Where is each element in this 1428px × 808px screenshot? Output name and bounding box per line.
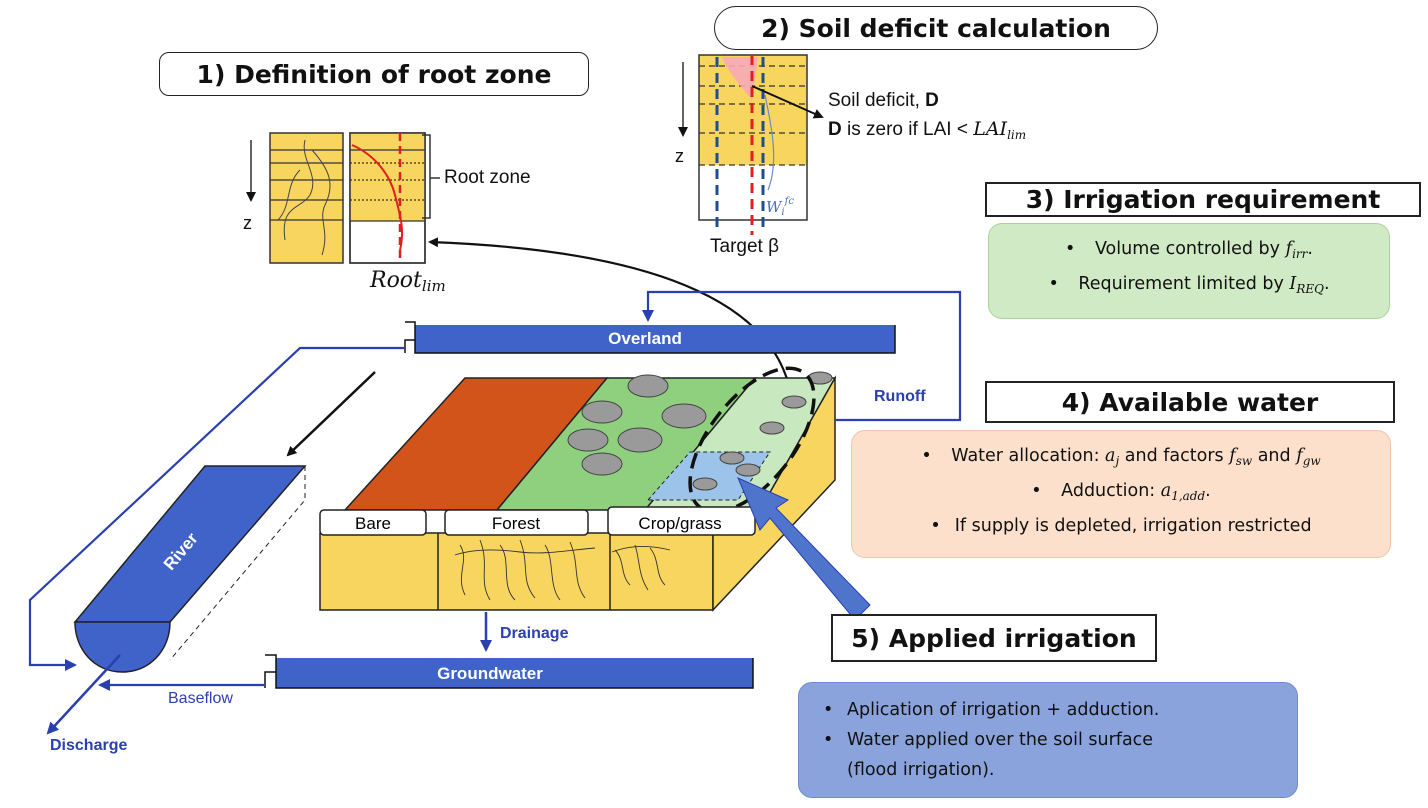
water-allocation-item: Water allocation: aj and factors fsw and… <box>870 441 1372 476</box>
deficit-pointer <box>751 85 824 119</box>
wfc-label: Wifc <box>766 196 794 218</box>
river-channel: River <box>73 465 307 673</box>
baseflow-label: Baseflow <box>168 690 233 707</box>
crop-grass-label: Crop/grass <box>638 514 721 533</box>
overland-label: Overland <box>608 329 682 348</box>
available-water-box: Water allocation: aj and factors fsw and… <box>851 430 1391 558</box>
deficit-zero-symbol: D <box>828 119 842 140</box>
soil-deficit-prefix: Soil deficit, <box>828 90 926 111</box>
wfc-pointer <box>764 94 775 191</box>
irrigation-arrow <box>737 477 871 621</box>
wfc-sup: fc <box>784 196 794 207</box>
title-soil-deficit-text: 2) Soil deficit calculation <box>761 13 1111 43</box>
root-density-curve <box>351 144 404 251</box>
title-irrigation-requirement: 3) Irrigation requirement <box>985 182 1421 217</box>
tree-canopies <box>567 371 833 491</box>
overland-to-river <box>28 346 405 671</box>
discharge-arrow <box>46 654 121 735</box>
root-lim-label: Rootlim <box>370 268 446 295</box>
irrigation-requirement-box: Volume controlled by firr. Requirement l… <box>988 223 1390 319</box>
title-root-zone: 1) Definition of root zone <box>159 52 589 96</box>
z-label-1: z <box>243 213 252 233</box>
groundwater-label: Groundwater <box>437 664 543 683</box>
surface-application-item: Water applied over the soil surface(floo… <box>821 725 1275 785</box>
discharge-label: Discharge <box>50 737 127 754</box>
supply-depleted-item: If supply is depleted, irrigation restri… <box>870 511 1372 541</box>
title-available-water-text: 4) Available water <box>1061 387 1319 417</box>
adduction-item: Adduction: a1,add. <box>870 476 1372 511</box>
overland-reservoir: Overland <box>404 321 896 354</box>
soil-deficit-label: Soil deficit, D <box>828 90 939 112</box>
root-zone-label: Root zone <box>444 167 531 188</box>
lai-lim-main: LAI <box>973 118 1008 140</box>
target-beta-label: Target β <box>710 236 780 257</box>
soil-front-face <box>319 532 714 611</box>
soil-deficit-figure <box>678 54 824 235</box>
soil-profile-left <box>269 132 344 264</box>
bare-label-box <box>319 509 427 536</box>
deficit-zero-rule: D is zero if LAI < LAIlim <box>828 118 1026 142</box>
root-limit-arrow <box>428 237 792 391</box>
requirement-item-limit: Requirement limited by IREQ. <box>1007 269 1371 304</box>
forest-label-box <box>444 509 589 536</box>
runoff-label: Runoff <box>874 388 926 405</box>
title-applied-irrigation-text: 5) Applied irrigation <box>851 623 1137 653</box>
lai-lim-sub: lim <box>1007 128 1027 142</box>
deficit-area <box>722 57 758 100</box>
application-item: Aplication of irrigation + adduction. <box>821 695 1275 725</box>
forest-label: Forest <box>492 514 540 533</box>
title-applied-irrigation: 5) Applied irrigation <box>831 614 1157 662</box>
landscape-block: Bare Forest Crop/grass <box>319 366 837 612</box>
crop-label-box <box>607 506 756 536</box>
root-sketch <box>277 139 331 256</box>
soil-deficit-symbol: D <box>925 90 939 111</box>
root-lim-main: Root <box>370 268 422 293</box>
root-lim-sub: lim <box>421 277 446 295</box>
bare-label: Bare <box>355 514 391 533</box>
wfc-main: W <box>766 198 782 216</box>
drainage-label: Drainage <box>500 625 569 642</box>
runoff-flow <box>642 290 962 422</box>
title-root-zone-text: 1) Definition of root zone <box>196 59 552 89</box>
title-available-water: 4) Available water <box>985 381 1395 423</box>
z-label-2: z <box>675 146 684 166</box>
title-irrigation-requirement-text: 3) Irrigation requirement <box>1025 185 1381 214</box>
root-zone-bracket <box>422 134 440 219</box>
applied-irrigation-box: Aplication of irrigation + adduction. Wa… <box>798 682 1298 798</box>
groundwater-reservoir: Groundwater <box>264 654 754 689</box>
wfc-sub: i <box>781 207 785 218</box>
title-soil-deficit: 2) Soil deficit calculation <box>714 6 1158 50</box>
surface-to-river-arrow <box>286 371 376 457</box>
forest-roots <box>454 539 596 601</box>
crop-roots <box>611 544 671 591</box>
irrigated-plot <box>646 451 771 501</box>
deficit-zero-text: is zero if LAI < <box>841 119 974 140</box>
requirement-item-volume: Volume controlled by firr. <box>1007 234 1371 269</box>
root-zone-figure <box>246 132 440 264</box>
